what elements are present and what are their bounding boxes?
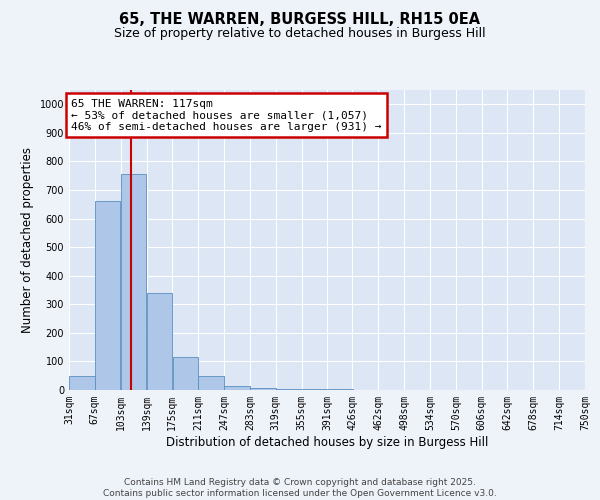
Bar xyxy=(95,202,121,390)
Bar xyxy=(199,376,224,390)
Bar xyxy=(250,388,275,390)
Text: Size of property relative to detached houses in Burgess Hill: Size of property relative to detached ho… xyxy=(114,28,486,40)
Bar xyxy=(224,386,250,390)
Bar xyxy=(121,174,146,390)
Y-axis label: Number of detached properties: Number of detached properties xyxy=(21,147,34,333)
Text: 65, THE WARREN, BURGESS HILL, RH15 0EA: 65, THE WARREN, BURGESS HILL, RH15 0EA xyxy=(119,12,481,28)
Bar xyxy=(173,357,198,390)
Bar xyxy=(276,388,301,390)
Bar xyxy=(69,376,95,390)
Bar xyxy=(302,389,327,390)
X-axis label: Distribution of detached houses by size in Burgess Hill: Distribution of detached houses by size … xyxy=(166,436,488,448)
Text: Contains HM Land Registry data © Crown copyright and database right 2025.
Contai: Contains HM Land Registry data © Crown c… xyxy=(103,478,497,498)
Bar xyxy=(146,293,172,390)
Text: 65 THE WARREN: 117sqm
← 53% of detached houses are smaller (1,057)
46% of semi-d: 65 THE WARREN: 117sqm ← 53% of detached … xyxy=(71,98,382,132)
